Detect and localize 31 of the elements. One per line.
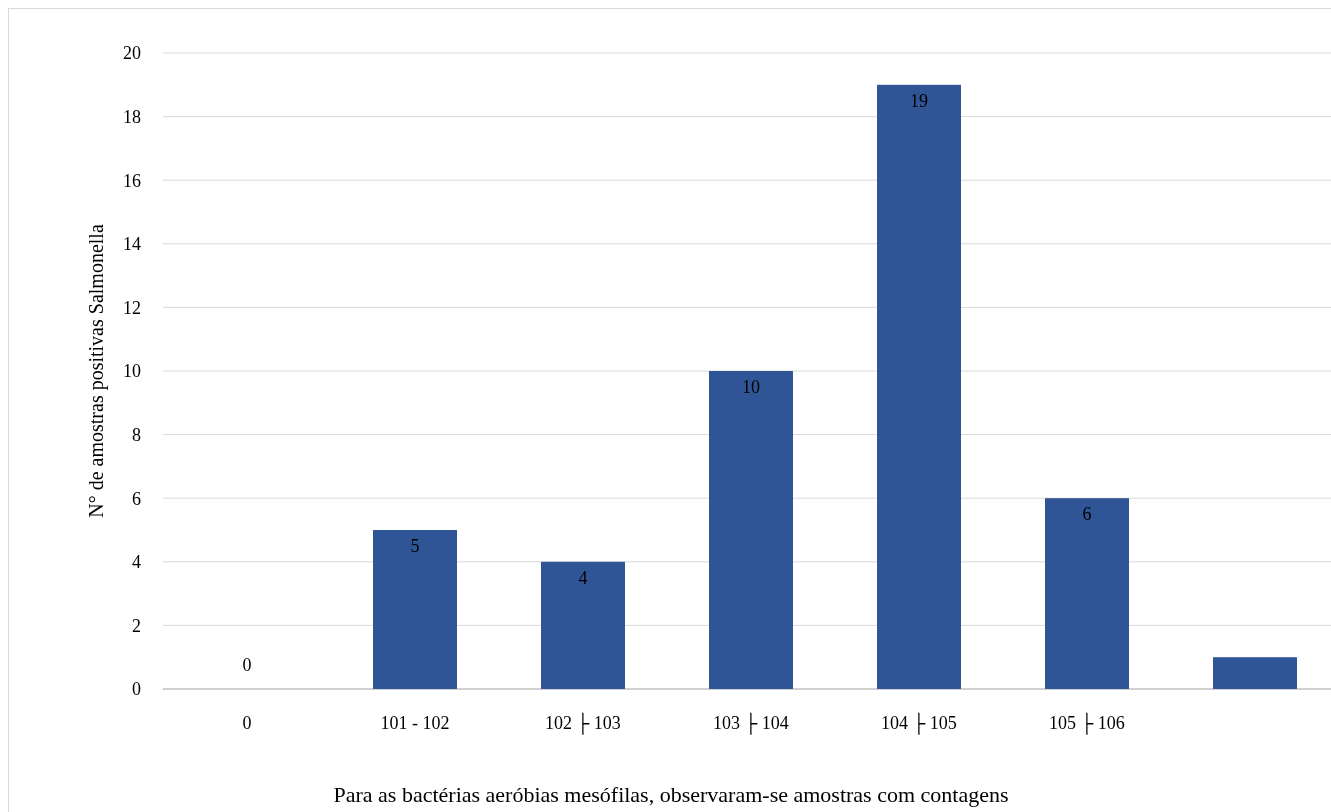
bar — [541, 561, 625, 689]
y-tick-label: 18 — [123, 106, 141, 127]
bar — [709, 371, 793, 689]
data-label: 4 — [578, 567, 588, 588]
data-label: 19 — [910, 90, 928, 111]
y-tick-label: 0 — [132, 679, 141, 700]
y-tick-label: 8 — [132, 424, 141, 445]
x-tick-label: 102 ├ 103 — [545, 712, 621, 735]
data-label: 10 — [742, 377, 760, 397]
x-tick-label: 103 ├ 104 — [713, 712, 789, 735]
data-label: 6 — [1082, 504, 1092, 525]
data-label: 0 — [242, 655, 252, 675]
y-tick-label: 2 — [132, 615, 141, 636]
y-tick-label: 10 — [123, 361, 141, 382]
y-axis-title: N° de amostras positivas Salmonella — [85, 224, 108, 518]
y-tick-label: 12 — [123, 297, 141, 318]
x-axis-title: Para as bactérias aeróbias mesófilas, observaram-se amostras com contagens — [333, 782, 1009, 807]
x-tick-label: 0 — [242, 713, 252, 733]
x-tick-label: 105 ├ 106 — [1049, 712, 1125, 735]
bar — [1213, 657, 1297, 689]
x-tick-label: 104 ├ 105 — [881, 712, 957, 735]
bar — [1045, 498, 1129, 689]
data-label: 5 — [410, 536, 420, 556]
y-tick-label: 4 — [132, 552, 141, 573]
x-tick-label: 101 - 102 — [380, 713, 450, 733]
bar — [373, 530, 457, 689]
bar — [877, 84, 961, 689]
y-tick-label: 16 — [123, 170, 141, 191]
y-tick-label: 20 — [123, 43, 141, 64]
y-tick-label: 14 — [123, 234, 141, 255]
y-tick-label: 6 — [132, 488, 141, 509]
